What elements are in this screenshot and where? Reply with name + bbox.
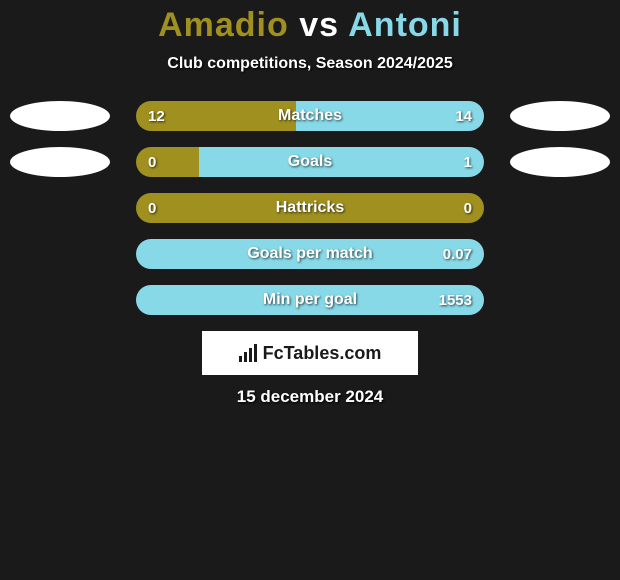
stat-row: Matches12 14 [0, 101, 620, 131]
title-right: Antoni [348, 6, 462, 44]
team-badge-left [10, 101, 110, 131]
stat-label: Min per goal [136, 285, 484, 315]
stat-row: Hattricks0 0 [0, 193, 620, 223]
stat-row: Min per goal1553 [0, 285, 620, 315]
comparison-widget: Amadio vs Antoni Club competitions, Seas… [0, 0, 620, 407]
stat-value-right: 1553 [439, 285, 472, 315]
stat-row: Goals per match0.07 [0, 239, 620, 269]
stat-label: Hattricks [136, 193, 484, 223]
team-badge-right [510, 101, 610, 131]
stat-value-left: 0 [148, 193, 156, 223]
date-text: 15 december 2024 [0, 387, 620, 407]
brand-text: FcTables.com [263, 343, 382, 364]
bar-chart-icon [239, 344, 257, 362]
stat-value-left: 12 [148, 101, 165, 131]
stat-bar: Goals per match0.07 [136, 239, 484, 269]
stat-bar: Goals0 1 [136, 147, 484, 177]
brand-box[interactable]: FcTables.com [202, 331, 418, 375]
team-badge-left [10, 147, 110, 177]
stat-label: Goals per match [136, 239, 484, 269]
stat-value-left: 0 [148, 147, 156, 177]
stat-value-right: 0.07 [443, 239, 472, 269]
stat-label: Matches [136, 101, 484, 131]
title-left: Amadio [158, 6, 289, 44]
stat-label: Goals [136, 147, 484, 177]
stat-value-right: 14 [455, 101, 472, 131]
page-title: Amadio vs Antoni [0, 6, 620, 45]
team-badge-right [510, 147, 610, 177]
stat-bar: Matches12 14 [136, 101, 484, 131]
title-vs: vs [299, 6, 339, 44]
stat-bar: Min per goal1553 [136, 285, 484, 315]
stat-row: Goals0 1 [0, 147, 620, 177]
stat-bar: Hattricks0 0 [136, 193, 484, 223]
subtitle: Club competitions, Season 2024/2025 [0, 55, 620, 73]
stat-rows: Matches1214Goals01Hattricks00Goals per m… [0, 101, 620, 315]
stat-value-right: 0 [464, 193, 472, 223]
stat-value-right: 1 [464, 147, 472, 177]
